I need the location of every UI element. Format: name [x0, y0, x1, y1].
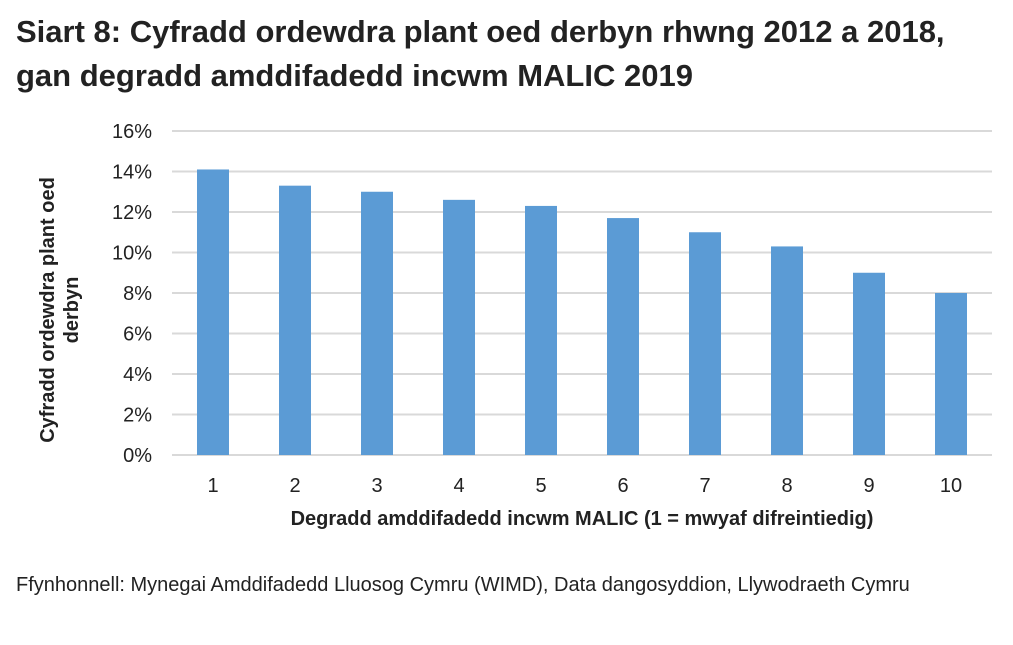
y-tick-label: 12% — [112, 202, 152, 224]
y-tick-label: 16% — [112, 121, 152, 143]
bar — [935, 293, 967, 455]
bar — [443, 199, 475, 455]
source-note: Ffynhonnell: Mynegai Amddifadedd Lluosog… — [16, 574, 910, 596]
x-tick-label: 6 — [617, 475, 628, 497]
x-tick-label: 7 — [699, 475, 710, 497]
y-tick-label: 2% — [123, 405, 152, 427]
bar — [525, 205, 557, 455]
x-tick-label: 5 — [535, 475, 546, 497]
x-tick-label: 10 — [940, 475, 962, 497]
bar — [361, 191, 393, 455]
bar — [853, 272, 885, 455]
y-tick-label: 14% — [112, 162, 152, 184]
y-tick-label: 10% — [112, 243, 152, 265]
y-tick-label: 8% — [123, 283, 152, 305]
x-tick-label: 4 — [453, 475, 464, 497]
y-tick-label: 0% — [123, 445, 152, 467]
bar — [689, 232, 721, 455]
y-tick-label: 4% — [123, 364, 152, 386]
x-tick-label: 9 — [863, 475, 874, 497]
x-tick-label: 8 — [781, 475, 792, 497]
bar — [607, 218, 639, 455]
bar — [771, 246, 803, 455]
bar — [197, 169, 229, 455]
y-axis-label: Cyfradd ordewdra plant oed derbyn — [37, 177, 83, 443]
chart-title: Siart 8: Cyfradd ordewdra plant oed derb… — [16, 14, 945, 93]
x-tick-label: 1 — [207, 475, 218, 497]
x-axis-label: Degradd amddifadedd incwm MALIC (1 = mwy… — [290, 508, 874, 530]
y-tick-label: 6% — [123, 324, 152, 346]
x-tick-label: 2 — [289, 475, 300, 497]
x-tick-label: 3 — [371, 475, 382, 497]
bar — [279, 185, 311, 456]
